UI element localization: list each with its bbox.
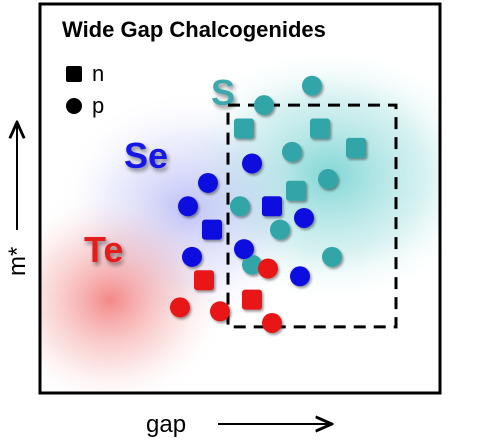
se-p-point-8 [290, 266, 310, 287]
chart-title: Wide Gap Chalcogenides [62, 17, 326, 42]
legend: n p [66, 61, 104, 118]
te-n-point-0 [194, 270, 214, 291]
s-p-point-6 [318, 169, 338, 190]
te-n-point-4 [242, 289, 262, 310]
plot-frame [38, 2, 442, 395]
dashed-highlight-box [226, 103, 398, 329]
s-n-point-5 [346, 137, 366, 158]
legend-circle-marker [66, 98, 82, 114]
se-n-point-3 [262, 196, 282, 217]
se-p-point-7 [182, 246, 202, 267]
s-p-point-0 [302, 75, 322, 96]
region-label-s: S [211, 72, 235, 113]
x-axis-label: gap [146, 411, 186, 438]
s-p-point-8 [230, 196, 250, 217]
region-label-se: Se [124, 135, 168, 176]
te-p-point-5 [262, 312, 282, 333]
s-p-point-10 [242, 254, 262, 275]
y-axis-label: m* [4, 247, 31, 276]
s-p-point-11 [322, 246, 342, 267]
legend-label-p: p [92, 93, 104, 118]
s-n-point-3 [310, 118, 330, 139]
se-p-point-0 [242, 153, 262, 174]
se-p-point-6 [234, 239, 254, 260]
te-p-point-1 [258, 258, 278, 279]
se-p-point-4 [294, 207, 314, 228]
se-n-point-5 [202, 219, 222, 240]
s-p-point-4 [282, 141, 302, 162]
se-p-point-1 [198, 172, 218, 193]
te-p-point-3 [210, 301, 230, 322]
s-n-point-2 [234, 118, 254, 139]
legend-label-n: n [92, 61, 104, 86]
data-points [170, 75, 366, 333]
s-p-point-9 [270, 219, 290, 240]
region-label-te: Te [84, 229, 123, 270]
se-p-point-2 [178, 196, 198, 217]
te-region-glow [40, 190, 230, 393]
s-n-point-7 [286, 180, 306, 201]
te-p-point-2 [170, 297, 190, 318]
s-p-point-1 [254, 95, 274, 116]
legend-square-marker [66, 66, 82, 82]
